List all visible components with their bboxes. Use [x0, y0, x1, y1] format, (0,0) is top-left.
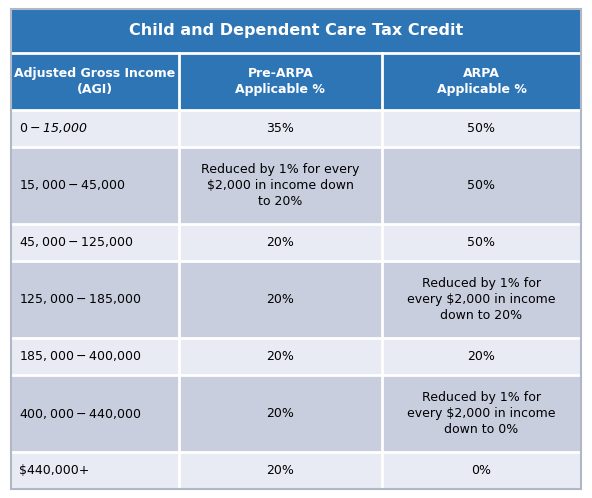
Text: 35%: 35%: [266, 122, 294, 134]
Text: $440,000+: $440,000+: [19, 464, 89, 477]
Text: ARPA
Applicable %: ARPA Applicable %: [436, 67, 526, 96]
Text: $125,000-$185,000: $125,000-$185,000: [19, 292, 141, 306]
Text: 20%: 20%: [266, 350, 294, 363]
Text: Child and Dependent Care Tax Credit: Child and Dependent Care Tax Credit: [129, 23, 463, 38]
Text: $185,000-$400,000: $185,000-$400,000: [19, 350, 141, 364]
Text: 0%: 0%: [471, 464, 491, 477]
Text: $45,000-$125,000: $45,000-$125,000: [19, 235, 134, 249]
Text: Reduced by 1% for every
$2,000 in income down
to 20%: Reduced by 1% for every $2,000 in income…: [201, 163, 359, 208]
Text: Reduced by 1% for
every $2,000 in income
down to 20%: Reduced by 1% for every $2,000 in income…: [407, 277, 556, 322]
Bar: [11, 261, 581, 338]
Text: Pre-ARPA
Applicable %: Pre-ARPA Applicable %: [236, 67, 325, 96]
Text: $0-$15,000: $0-$15,000: [19, 121, 88, 135]
Bar: [11, 224, 581, 261]
Text: $15,000-$45,000: $15,000-$45,000: [19, 178, 126, 192]
Text: 50%: 50%: [468, 179, 496, 192]
Bar: [11, 146, 581, 224]
Text: 20%: 20%: [266, 236, 294, 249]
Bar: [179, 53, 382, 110]
Text: $400,000-$440,000: $400,000-$440,000: [19, 406, 141, 420]
Bar: [11, 375, 581, 452]
Text: Adjusted Gross Income
(AGI): Adjusted Gross Income (AGI): [14, 67, 175, 96]
Bar: [11, 53, 179, 110]
Bar: [11, 110, 581, 146]
Text: 50%: 50%: [468, 236, 496, 249]
Bar: [11, 452, 581, 489]
Text: Reduced by 1% for
every $2,000 in income
down to 0%: Reduced by 1% for every $2,000 in income…: [407, 391, 556, 436]
Text: 50%: 50%: [468, 122, 496, 134]
Text: 20%: 20%: [468, 350, 496, 363]
Text: 20%: 20%: [266, 407, 294, 420]
Bar: [11, 9, 581, 53]
Text: 20%: 20%: [266, 293, 294, 306]
Bar: [11, 338, 581, 375]
Bar: [382, 53, 581, 110]
Text: 20%: 20%: [266, 464, 294, 477]
